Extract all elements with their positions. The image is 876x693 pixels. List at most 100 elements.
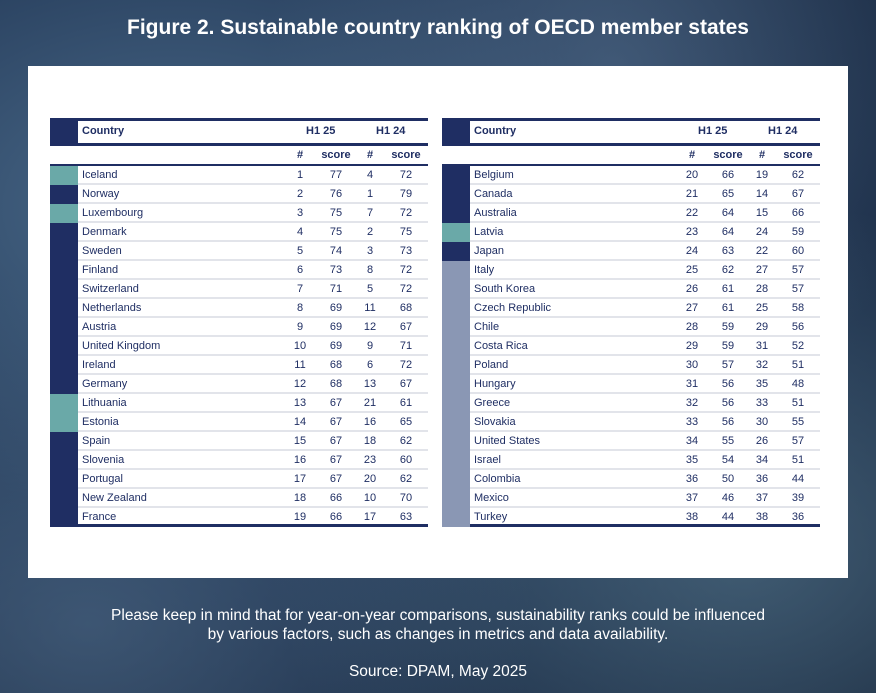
- country-name: Chile: [474, 321, 500, 333]
- score-h1-24: 71: [399, 340, 413, 352]
- rank-h1-25: 10: [293, 340, 307, 352]
- country-name: Spain: [82, 435, 111, 447]
- score-h1-24: 73: [399, 245, 413, 257]
- rank-h1-24: 2: [366, 226, 374, 238]
- rank-h1-25: 4: [296, 226, 304, 238]
- rank-h1-25: 35: [685, 454, 699, 466]
- rank-h1-24: 8: [366, 264, 374, 276]
- country-name: Turkey: [474, 511, 508, 523]
- category-band: [442, 432, 470, 451]
- category-band: [442, 204, 470, 223]
- rank-h1-25: 7: [296, 283, 304, 295]
- header-strip: [442, 118, 470, 143]
- table-header: Country H1 25 H1 24: [442, 118, 820, 146]
- country-name: Austria: [82, 321, 117, 333]
- rank-h1-24: 3: [366, 245, 374, 257]
- category-band: [442, 394, 470, 413]
- score-h1-25: 66: [721, 169, 735, 181]
- source-note: Source: DPAM, May 2025: [348, 663, 528, 680]
- rank-h1-24: 27: [755, 264, 769, 276]
- rank-h1-24: 37: [755, 492, 769, 504]
- score-h1-25: 61: [721, 283, 735, 295]
- category-band: [50, 337, 78, 356]
- table-row: Chile 28 59 29 56: [442, 318, 820, 337]
- category-band: [50, 394, 78, 413]
- score-h1-25: 66: [329, 511, 343, 523]
- score-h1-25: 77: [329, 169, 343, 181]
- category-band: [442, 508, 470, 527]
- table-row: South Korea 26 61 28 57: [442, 280, 820, 299]
- rank-h1-24: 25: [755, 302, 769, 314]
- score-header: score: [321, 149, 351, 161]
- rank-h1-24: 30: [755, 416, 769, 428]
- score-h1-25: 44: [721, 511, 735, 523]
- table-row: Denmark 4 75 2 75: [50, 223, 428, 242]
- score-h1-24: 66: [791, 207, 805, 219]
- rank-h1-25: 28: [685, 321, 699, 333]
- table-row: Luxembourg 3 75 7 72: [50, 204, 428, 223]
- rank-h1-25: 38: [685, 511, 699, 523]
- score-h1-25: 68: [329, 378, 343, 390]
- score-h1-24: 62: [399, 473, 413, 485]
- score-h1-24: 62: [791, 169, 805, 181]
- rank-h1-25: 18: [293, 492, 307, 504]
- score-h1-24: 61: [399, 397, 413, 409]
- rank-h1-25: 1: [296, 169, 304, 181]
- ranking-table-left: Country H1 25 H1 24 # score # score Icel…: [50, 118, 428, 527]
- table-row: Latvia 23 64 24 59: [442, 223, 820, 242]
- rank-h1-25: 34: [685, 435, 699, 447]
- score-h1-24: 52: [791, 340, 805, 352]
- table-row: Germany 12 68 13 67: [50, 375, 428, 394]
- table-row: France 19 66 17 63: [50, 508, 428, 527]
- country-name: Poland: [474, 359, 509, 371]
- table-row: Greece 32 56 33 51: [442, 394, 820, 413]
- country-name: Germany: [82, 378, 128, 390]
- rank-h1-24: 36: [755, 473, 769, 485]
- table-row: Israel 35 54 34 51: [442, 451, 820, 470]
- category-band: [442, 318, 470, 337]
- country-name: Lithuania: [82, 397, 127, 409]
- table-row: Colombia 36 50 36 44: [442, 470, 820, 489]
- rank-h1-25: 20: [685, 169, 699, 181]
- score-header: score: [391, 149, 421, 161]
- rank-h1-24: 17: [363, 511, 377, 523]
- score-h1-25: 75: [329, 226, 343, 238]
- country-name: United States: [474, 435, 541, 447]
- rank-header: #: [296, 149, 304, 161]
- rank-h1-24: 28: [755, 283, 769, 295]
- category-band: [442, 280, 470, 299]
- score-h1-24: 55: [791, 416, 805, 428]
- table-row: United States 34 55 26 57: [442, 432, 820, 451]
- rank-h1-25: 33: [685, 416, 699, 428]
- country-name: Mexico: [474, 492, 509, 504]
- score-h1-25: 56: [721, 378, 735, 390]
- rank-h1-24: 34: [755, 454, 769, 466]
- country-name: Israel: [474, 454, 501, 466]
- table-row: Portugal 17 67 20 62: [50, 470, 428, 489]
- category-band: [50, 299, 78, 318]
- country-name: Sweden: [82, 245, 122, 257]
- table-body: Iceland 1 77 4 72 Norway 2 76 1 79 Luxembourg 3 75 7 7…: [50, 166, 428, 527]
- score-h1-25: 63: [721, 245, 735, 257]
- score-h1-24: 67: [791, 188, 805, 200]
- rank-h1-24: 1: [366, 188, 374, 200]
- rank-h1-25: 36: [685, 473, 699, 485]
- score-h1-24: 56: [791, 321, 805, 333]
- score-h1-25: 64: [721, 207, 735, 219]
- score-h1-24: 63: [399, 511, 413, 523]
- table-subheader: # score # score: [50, 146, 428, 166]
- category-band: [50, 508, 78, 527]
- score-h1-25: 65: [721, 188, 735, 200]
- rank-h1-24: 5: [366, 283, 374, 295]
- rank-h1-25: 3: [296, 207, 304, 219]
- rank-h1-25: 21: [685, 188, 699, 200]
- score-h1-24: 51: [791, 454, 805, 466]
- category-band: [50, 356, 78, 375]
- rank-h1-24: 20: [363, 473, 377, 485]
- rank-h1-24: 32: [755, 359, 769, 371]
- rank-h1-24: 16: [363, 416, 377, 428]
- score-h1-24: 57: [791, 264, 805, 276]
- score-h1-24: 57: [791, 283, 805, 295]
- table-row: Canada 21 65 14 67: [442, 185, 820, 204]
- country-name: Czech Republic: [474, 302, 552, 314]
